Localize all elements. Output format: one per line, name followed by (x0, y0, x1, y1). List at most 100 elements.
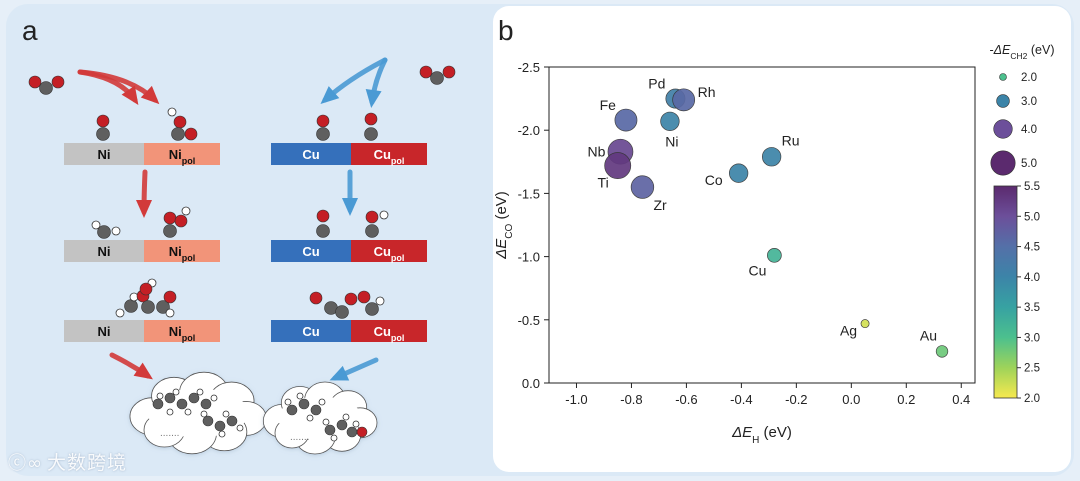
hydrogen-atom (167, 107, 177, 117)
oxygen-atom (184, 127, 198, 141)
size-legend-label: 3.0 (1021, 96, 1037, 108)
y-tick-label: -2.5 (518, 60, 540, 75)
size-legend-title: -ΔECH2 (eV) (989, 43, 1054, 61)
point-label-fe: Fe (600, 97, 617, 113)
hydrogen-atom (115, 308, 125, 318)
hydrogen-atom (172, 388, 180, 396)
hydrogen-atom (184, 408, 192, 416)
cu-pol-label: Cupol (374, 147, 405, 166)
carbon-atom (298, 398, 310, 410)
carbon-atom (336, 419, 348, 431)
carbon-atom (202, 415, 214, 427)
hydrogen-atom (330, 434, 338, 442)
data-point-au (935, 345, 949, 358)
hydrogen-atom (342, 413, 350, 421)
cu-arrow-left-head (320, 86, 340, 104)
hydrogen-atom (166, 408, 174, 416)
point-label-ru: Ru (782, 133, 800, 149)
ni-pol-label: Nipol (169, 147, 196, 166)
point-label-pd: Pd (648, 76, 665, 92)
point-label-au: Au (920, 327, 937, 343)
point-label-ag: Ag (840, 323, 857, 339)
panel-b: b -1.0 -0.8 -0.6 -0.4 -0.2 0.0 0.2 0.4 -2.5 -2.0 -1… (493, 15, 1055, 446)
carbon-atom (96, 127, 110, 141)
size-legend-label: 4.0 (1021, 124, 1037, 136)
carbon-atom (164, 392, 176, 404)
watermark-text: 大数跨境 (47, 452, 128, 474)
point-label-zr: Zr (653, 197, 667, 213)
data-point-ti (604, 152, 632, 180)
x-tick-label: -0.2 (785, 392, 807, 407)
y-tick-label: -0.5 (518, 313, 540, 328)
hydrogen-atom (156, 392, 164, 400)
cu-metal-label: Cu (302, 147, 319, 162)
carbon-atom (316, 224, 330, 238)
colorbar-tick-label: 3.0 (1024, 332, 1040, 344)
hydrogen-atom (322, 418, 330, 426)
watermark: ⓒ∞ 大数跨境 (8, 448, 127, 475)
oxygen-atom (357, 290, 371, 304)
carbon-atom (188, 392, 200, 404)
x-axis-label: ΔEH (eV) (731, 424, 792, 446)
point-label-rh: Rh (698, 84, 716, 100)
hydrogen-atom (318, 398, 326, 406)
hydrogen-atom (165, 308, 175, 318)
colorbar-tick-label: 5.0 (1024, 211, 1040, 223)
colorbar-tick-label: 4.5 (1024, 242, 1040, 254)
ni-metal-block (64, 320, 144, 342)
ni-metal-block (64, 240, 144, 262)
oxygen-atom (163, 211, 177, 225)
hydrogen-atom (375, 296, 385, 306)
carbon-atom (346, 426, 358, 438)
cu-pol-block (351, 320, 427, 342)
size-legend-marker (999, 73, 1007, 81)
ni-metal-label: Ni (98, 324, 111, 339)
ni-pol-block (144, 143, 220, 165)
hydrogen-atom (352, 420, 360, 428)
colorbar-tick-label: 4.0 (1024, 272, 1040, 284)
ni-arrow-left-head (121, 85, 139, 105)
cu-arrow-right-head (365, 89, 382, 108)
oxygen-atom (163, 290, 177, 304)
y-axis-label: ΔECO (eV) (493, 191, 515, 260)
oxygen-atom (316, 114, 330, 128)
colorbar-tick-label: 2.0 (1024, 393, 1040, 405)
carbon-atom (176, 398, 188, 410)
cu-pol-block (351, 143, 427, 165)
oxygen-atom (28, 75, 42, 89)
carbon-atom (335, 305, 349, 319)
size-legend-label: 2.0 (1021, 72, 1037, 84)
ni-arrow-down-1-head (136, 200, 152, 218)
y-tick-label: -2.0 (518, 123, 540, 138)
point-label-ti: Ti (598, 175, 609, 191)
size-legend-label: 5.0 (1021, 158, 1037, 170)
oxygen-atom (173, 115, 187, 129)
y-tick-label: 0.0 (522, 376, 540, 391)
ni-metal-label: Ni (98, 244, 111, 259)
hydrogen-atom (236, 424, 244, 432)
carbon-atom (365, 302, 379, 316)
oxygen-atom (365, 210, 379, 224)
carbon-atom (430, 71, 444, 85)
colorbar (993, 185, 1018, 399)
panel-b-background (493, 6, 1071, 472)
panel-b-label: b (498, 15, 514, 46)
oxygen-atom (419, 65, 433, 79)
ni-arrow-down-2-head (133, 362, 153, 380)
hydrogen-atom (91, 220, 101, 230)
hydrogen-atom (284, 398, 292, 406)
colorbar-tick-label: 3.5 (1024, 302, 1040, 314)
ni-metal-label: Ni (98, 147, 111, 162)
hydrogen-atom (218, 430, 226, 438)
hydrogen-atom (181, 206, 191, 216)
oxygen-atom (174, 214, 188, 228)
carbon-atom (286, 404, 298, 416)
carbon-atom (156, 300, 170, 314)
x-tick-label: 0.4 (952, 392, 970, 407)
y-tick-label: -1.0 (518, 250, 540, 265)
carbon-atom (200, 398, 212, 410)
carbon-atom (171, 127, 185, 141)
x-tick-label: -0.4 (730, 392, 752, 407)
data-point-rh (672, 88, 696, 112)
